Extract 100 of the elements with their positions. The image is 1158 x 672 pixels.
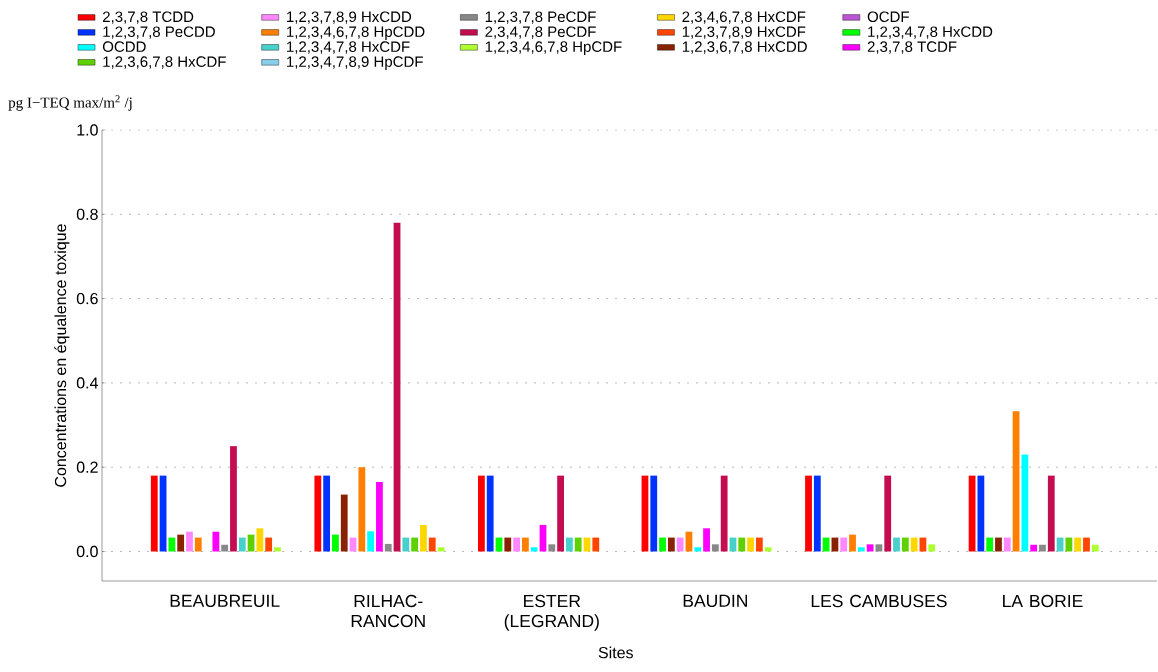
- bar: [910, 537, 918, 552]
- bar: [384, 543, 392, 552]
- bar: [186, 531, 193, 552]
- bar: [177, 534, 185, 552]
- bar: [194, 537, 202, 552]
- x-tick-label: BEAUBREUIL: [170, 594, 280, 608]
- bar: [977, 475, 985, 552]
- bar: [376, 481, 383, 552]
- bar: [557, 475, 564, 552]
- bar: [711, 544, 719, 552]
- y-axis-title: Concentrations en équalence toxique: [54, 224, 70, 487]
- bar: [486, 475, 494, 552]
- bar: [1039, 544, 1046, 552]
- bar: [738, 537, 746, 552]
- x-tick-label: RILHAC-RANCON: [351, 594, 425, 628]
- bar: [1091, 544, 1099, 552]
- legend-label: OCDF: [867, 11, 909, 23]
- bar: [1030, 544, 1038, 552]
- bar: [340, 494, 348, 552]
- bar: [1021, 454, 1029, 552]
- x-axis-title: Sites: [598, 646, 633, 659]
- bar: [720, 475, 728, 552]
- bar: [332, 534, 339, 552]
- bar: [592, 537, 600, 552]
- bar: [323, 475, 331, 552]
- legend-label: 1,2,3,7,8 PeCDF: [485, 11, 596, 24]
- legend-label: OCDD: [102, 41, 146, 52]
- legend-label: 2,3,4,7,8 PeCDF: [485, 26, 596, 39]
- bar: [566, 537, 573, 552]
- x-tick-label: ESTER (LEGRAND): [504, 594, 599, 631]
- legend-label: 1,2,3,4,7,8 HxCDD: [868, 26, 993, 39]
- bar: [367, 531, 375, 552]
- bar: [676, 537, 684, 552]
- bar: [1003, 537, 1011, 552]
- bar: [813, 475, 821, 552]
- bar: [230, 446, 237, 552]
- bar: [513, 537, 520, 552]
- legend-label: 1,2,3,7,8 PeCDD: [103, 26, 215, 39]
- bar: [805, 475, 812, 552]
- bar: [1065, 537, 1073, 552]
- bar: [822, 537, 830, 552]
- legend-label: 1,2,3,6,7,8 HxCDF: [103, 56, 226, 69]
- x-tick-label: LES CAMBUSES: [811, 594, 947, 608]
- bar: [866, 544, 874, 552]
- bar: [703, 528, 710, 552]
- legend-label: 1,2,3,6,7,8 HxCDD: [682, 41, 807, 54]
- legend-label: 2,3,4,6,7,8 HxCDF: [682, 11, 806, 24]
- bar: [150, 475, 158, 552]
- bar: [747, 537, 754, 552]
- bar: [411, 537, 419, 552]
- legend-label: 1,2,3,7,8,9 HxCDD: [287, 11, 412, 24]
- bar: [755, 537, 763, 552]
- bar: [694, 547, 702, 552]
- bar: [857, 547, 865, 552]
- bar: [901, 537, 909, 552]
- legend-label: 1,2,3,4,6,7,8 HpCDD: [287, 26, 425, 40]
- y-tick-label: 0.0: [76, 545, 98, 558]
- bar: [314, 475, 322, 552]
- bar: [477, 475, 485, 552]
- bar: [238, 537, 246, 552]
- y-tick-label: 0.6: [76, 292, 98, 305]
- legend-label: 1,2,3,4,7,8 HxCDF: [287, 41, 410, 54]
- y-tick-label: 0.8: [76, 208, 98, 220]
- x-tick-label: LA BORIE: [1003, 594, 1083, 608]
- legend-label: 2,3,7,8 TCDF: [867, 41, 957, 54]
- bar: [221, 544, 229, 552]
- bar: [428, 537, 436, 552]
- bar: [659, 537, 666, 552]
- bar: [884, 475, 892, 552]
- bar: [986, 537, 994, 552]
- y-tick-label: 0.4: [76, 377, 98, 389]
- bar: [530, 547, 538, 552]
- bar: [574, 537, 582, 552]
- bar: [1083, 537, 1090, 552]
- bar: [995, 537, 1002, 552]
- bar: [402, 537, 410, 552]
- text: pg I−TEQ max/m$^{2}$ /j: [8, 95, 132, 111]
- x-tick-label: BAUDIN: [683, 594, 747, 608]
- bar: [650, 475, 658, 552]
- bar: [274, 547, 281, 552]
- bar: [504, 537, 512, 552]
- bar: [667, 537, 675, 552]
- legend-label: 1,2,3,4,7,8,9 HpCDF: [287, 56, 423, 70]
- bar: [212, 531, 220, 552]
- bar: [168, 537, 176, 552]
- y-tick-label: 1.0: [77, 124, 98, 136]
- bar: [764, 547, 772, 552]
- bar: [1047, 475, 1055, 552]
- legend-label: 2,3,7,8 TCDD: [103, 11, 194, 24]
- y-tick-label: 0.2: [76, 461, 98, 473]
- bar: [928, 544, 936, 552]
- bar: [548, 544, 556, 552]
- bar: [522, 537, 529, 552]
- legend-label: 1,2,3,7,8,9 HxCDF: [682, 26, 806, 39]
- bar: [1074, 537, 1082, 552]
- bar: [358, 467, 366, 552]
- bar: [256, 528, 264, 552]
- bar: [840, 537, 848, 552]
- bar: [420, 524, 427, 552]
- bar: [893, 537, 900, 552]
